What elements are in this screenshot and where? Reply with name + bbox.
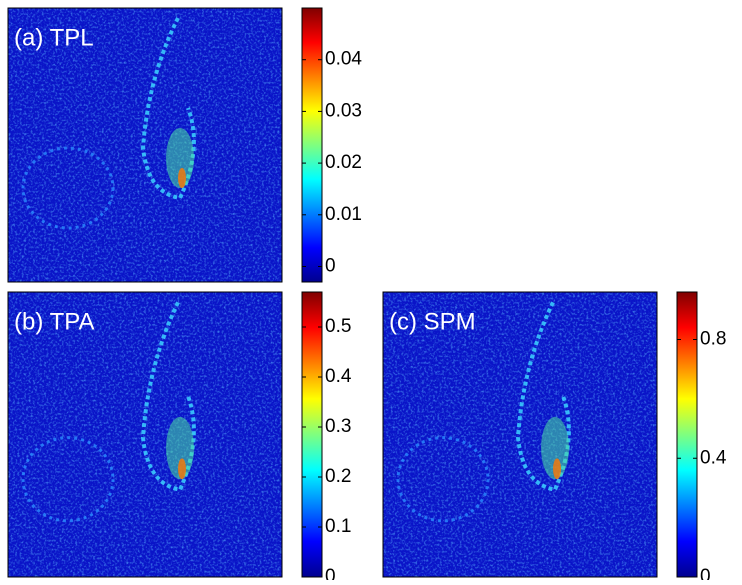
colorbar-tick-label: 0: [325, 256, 336, 277]
colorbar-tick-label: 0.1: [325, 516, 351, 537]
cell-core: [166, 416, 194, 480]
cell-core: [166, 128, 194, 188]
cell-hotspot: [553, 458, 561, 480]
colorbar-tick-label: 0.2: [325, 466, 351, 487]
cell-core: [541, 416, 569, 480]
colorbar-tick-label: 0: [700, 566, 711, 580]
cell-outline: [396, 436, 490, 523]
image-panel: [7, 7, 283, 283]
colorbar-tick-label: 0.4: [700, 447, 727, 468]
image-noise: [8, 292, 282, 577]
cell-hotspot: [178, 168, 186, 188]
image-frame: [7, 7, 283, 283]
colorbar: [301, 7, 323, 283]
colorbar-tick-label: 0: [325, 566, 336, 580]
colorbar-tick-label: 0.02: [325, 152, 362, 173]
image-noise: [383, 292, 657, 577]
panel-title: (a) TPL: [14, 24, 94, 51]
colorbar-tick-label: 0.03: [325, 100, 362, 121]
colorbar-tick-label: 0.5: [325, 316, 351, 337]
image-frame: [7, 291, 283, 578]
image-panel: [7, 291, 283, 578]
colorbar-tick-label: 0.04: [325, 49, 362, 70]
image-noise: [8, 8, 282, 282]
cell-outline: [21, 146, 115, 230]
cell-outline: [140, 17, 196, 201]
image-frame: [382, 291, 658, 578]
cell-hotspot: [178, 458, 186, 480]
colorbar: [676, 291, 698, 578]
panel-title: (c) SPM: [389, 308, 476, 335]
panel-title: (b) TPA: [14, 308, 94, 335]
colorbar-tick-label: 0.8: [700, 329, 726, 350]
cell-outline: [21, 436, 115, 523]
colorbar-tick-label: 0.4: [325, 366, 352, 387]
colorbar: [301, 291, 323, 578]
colorbar-tick-label: 0.3: [325, 416, 351, 437]
image-panel: [382, 291, 658, 578]
colorbar-tick-label: 0.01: [325, 204, 362, 225]
